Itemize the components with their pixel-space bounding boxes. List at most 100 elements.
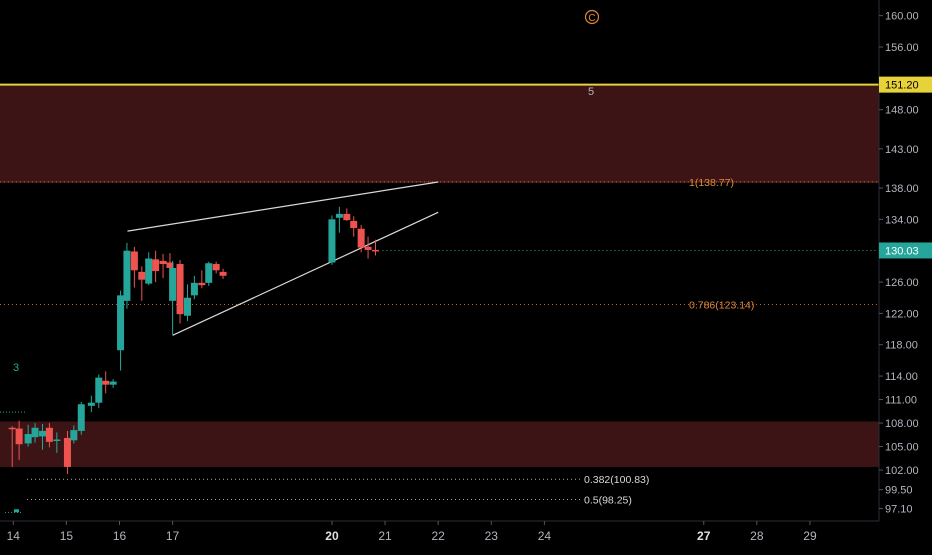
edge-candle-mark bbox=[14, 509, 19, 513]
y-tick-label-6: 126.00 bbox=[885, 277, 919, 289]
current-price-tag bbox=[879, 242, 932, 259]
candle-1 bbox=[15, 420, 23, 460]
candle-20 bbox=[159, 253, 167, 279]
candle-body bbox=[152, 259, 160, 272]
y-tick-label-11: 108.00 bbox=[885, 418, 919, 430]
candle-body bbox=[70, 430, 78, 441]
y-tick-label-12: 105.00 bbox=[885, 442, 919, 454]
candle-body bbox=[350, 220, 358, 228]
wedge-lower-line bbox=[172, 211, 439, 336]
candle-body bbox=[176, 264, 184, 315]
candle-body bbox=[372, 249, 380, 252]
candle-body bbox=[183, 297, 191, 316]
candle-body bbox=[166, 262, 174, 268]
fib-label-3: 0.5(98.25) bbox=[584, 494, 632, 506]
candle-7 bbox=[63, 430, 71, 474]
candle-body bbox=[169, 267, 177, 301]
candle-body bbox=[335, 213, 343, 218]
wave-labels: 3 5 C bbox=[13, 9, 600, 374]
candle-body bbox=[198, 282, 206, 286]
lower-zone bbox=[0, 421, 879, 467]
y-tick-label-8: 118.00 bbox=[885, 340, 918, 352]
overlay-lines bbox=[0, 83, 879, 513]
x-axis-bg bbox=[0, 521, 932, 550]
candle-body bbox=[145, 258, 153, 284]
candle-16 bbox=[130, 246, 138, 288]
wave-c-label: C bbox=[588, 13, 595, 24]
y-tick-label-14: 99.50 bbox=[885, 485, 913, 497]
candle-28 bbox=[212, 261, 220, 274]
candle-12 bbox=[102, 371, 110, 394]
candle-body bbox=[109, 381, 117, 385]
candle-body bbox=[205, 263, 213, 283]
fib-label-1: 0.786(123.14) bbox=[689, 299, 754, 311]
candle-31 bbox=[335, 206, 343, 233]
candle-10 bbox=[87, 395, 95, 413]
candle-35 bbox=[364, 236, 372, 259]
candle-34 bbox=[357, 224, 365, 253]
x-axis: 14 15 16 17 20 21 22 23 24 27 28 29 bbox=[0, 520, 932, 550]
candle-body bbox=[190, 282, 198, 296]
candle-body bbox=[159, 260, 167, 265]
fib-label-0: 1(138.77) bbox=[689, 177, 734, 189]
x-tick-label-4: 20 bbox=[325, 529, 339, 543]
y-tick-label-10: 111.00 bbox=[885, 395, 917, 407]
resistance-price-tag bbox=[879, 76, 932, 93]
candle-22 bbox=[169, 260, 177, 335]
y-tick-label-3: 143.00 bbox=[885, 144, 919, 156]
candle-body bbox=[138, 271, 146, 280]
wave-c-circle bbox=[584, 9, 600, 25]
candle-23 bbox=[176, 260, 184, 324]
y-tick-label-15: 97.10 bbox=[885, 503, 913, 515]
candles bbox=[8, 206, 380, 474]
candle-11 bbox=[95, 374, 103, 409]
candle-body bbox=[38, 430, 46, 437]
x-tick-label-10: 28 bbox=[750, 529, 764, 543]
y-tick-label-1: 156.00 bbox=[885, 42, 919, 54]
y-tick-label-4: 138.00 bbox=[885, 183, 919, 195]
candle-4 bbox=[38, 423, 46, 450]
candle-27 bbox=[205, 261, 213, 286]
y-tick-label-9: 114.00 bbox=[885, 371, 918, 383]
candle-29 bbox=[219, 268, 227, 279]
current-price-label: 130.03 bbox=[885, 245, 919, 257]
candle-5 bbox=[45, 423, 53, 448]
y-axis: 160.00 156.00 148.00 143.00 138.00 134.00 126.… bbox=[878, 0, 932, 550]
rising-wedge[interactable] bbox=[127, 181, 439, 336]
y-tick-label-5: 134.00 bbox=[885, 214, 919, 226]
candle-26 bbox=[198, 270, 206, 289]
candle-body bbox=[95, 377, 103, 403]
wave-3-label: 3 bbox=[13, 362, 19, 374]
candle-24 bbox=[183, 284, 191, 322]
candle-18 bbox=[145, 252, 153, 286]
x-tick-label-5: 21 bbox=[378, 529, 392, 543]
candle-17 bbox=[138, 266, 146, 301]
x-tick-label-11: 29 bbox=[803, 529, 817, 543]
candle-body bbox=[77, 404, 85, 431]
candle-32 bbox=[343, 208, 351, 221]
fib-label-2: 0.382(100.83) bbox=[584, 474, 649, 486]
candle-14 bbox=[117, 290, 125, 371]
y-tick-label-2: 148.00 bbox=[885, 105, 919, 117]
x-tick-label-1: 15 bbox=[60, 529, 74, 543]
candle-body bbox=[219, 271, 227, 276]
wedge-upper-line bbox=[127, 181, 439, 232]
candle-body bbox=[328, 219, 336, 263]
candle-33 bbox=[350, 216, 358, 237]
candle-0 bbox=[8, 426, 16, 467]
candle-body bbox=[53, 439, 61, 442]
x-tick-label-8: 24 bbox=[538, 529, 552, 543]
candle-body bbox=[130, 251, 138, 271]
resistance-price-label: 151.20 bbox=[885, 80, 919, 92]
candle-body bbox=[31, 427, 39, 438]
candle-2 bbox=[24, 424, 32, 447]
fib-levels: 1(138.77) 0.786(123.14) 0.382(100.83) 0.5(9… bbox=[0, 177, 879, 506]
candle-36 bbox=[372, 239, 380, 256]
candle-body bbox=[24, 434, 32, 444]
x-tick-label-6: 22 bbox=[431, 529, 445, 543]
candle-6 bbox=[53, 432, 61, 453]
candle-body bbox=[8, 427, 16, 430]
candle-15 bbox=[123, 242, 131, 309]
